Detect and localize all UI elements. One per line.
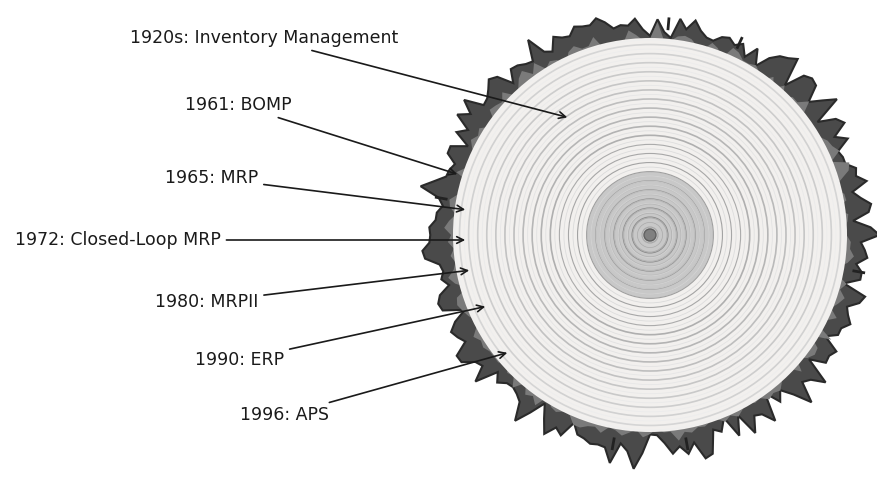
Polygon shape bbox=[420, 18, 877, 469]
Circle shape bbox=[453, 38, 846, 432]
Circle shape bbox=[587, 172, 712, 298]
Text: 1996: APS: 1996: APS bbox=[239, 352, 505, 424]
Text: 1961: BOMP: 1961: BOMP bbox=[185, 96, 455, 175]
Text: 1920s: Inventory Management: 1920s: Inventory Management bbox=[130, 29, 565, 119]
Text: 1972: Closed-Loop MRP: 1972: Closed-Loop MRP bbox=[15, 231, 463, 249]
Text: 1990: ERP: 1990: ERP bbox=[195, 305, 483, 369]
Text: 1980: MRPII: 1980: MRPII bbox=[155, 268, 467, 311]
Circle shape bbox=[643, 229, 655, 241]
Polygon shape bbox=[444, 22, 853, 441]
Text: 1965: MRP: 1965: MRP bbox=[165, 169, 463, 212]
